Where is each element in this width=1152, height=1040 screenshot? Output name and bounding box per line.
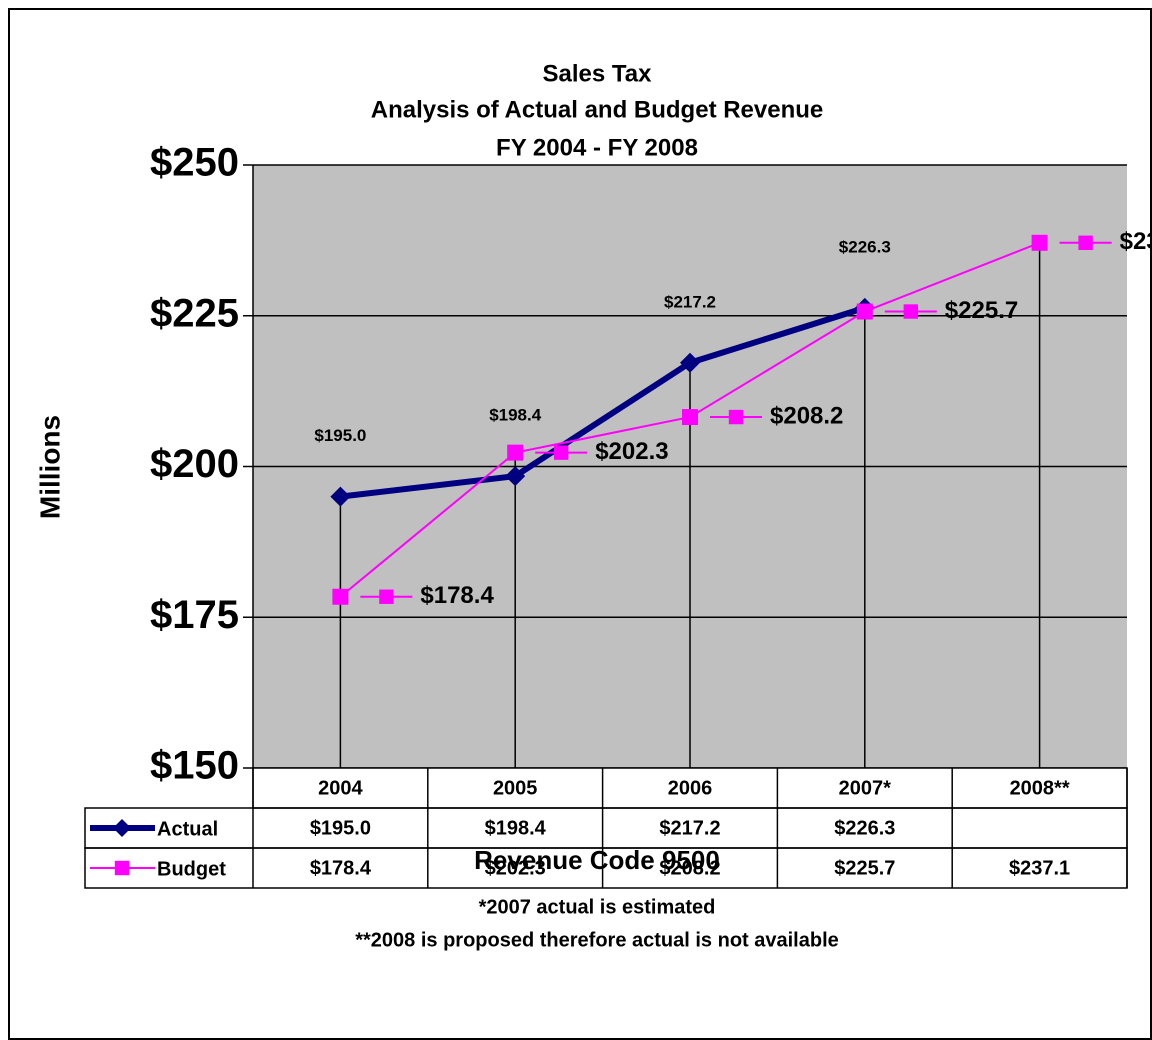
data-label: $202.3 <box>595 438 668 465</box>
x-tick-label: 2004 <box>318 777 363 799</box>
data-point <box>1031 234 1048 251</box>
x-tick-label: 2006 <box>668 777 713 799</box>
y-tick-label: $200 <box>150 442 239 486</box>
data-label: $208.2 <box>770 402 843 429</box>
table-cell: $226.3 <box>834 817 895 839</box>
label-key-marker <box>379 589 394 604</box>
y-tick-label: $250 <box>150 141 239 185</box>
table-cell: $208.2 <box>659 857 720 879</box>
footnote: **2008 is proposed therefore actual is n… <box>355 929 839 951</box>
label-key-marker <box>903 304 918 319</box>
table-cell: $178.4 <box>310 857 372 879</box>
legend-marker <box>113 819 131 837</box>
y-tick-label: $175 <box>150 593 239 637</box>
data-point <box>330 486 351 507</box>
data-point <box>680 352 700 373</box>
table-header <box>252 767 1128 809</box>
data-label: $237.1 <box>1120 228 1152 255</box>
data-point <box>856 303 873 320</box>
label-key-marker <box>554 445 569 460</box>
data-point <box>507 444 524 461</box>
chart-title: Sales Tax <box>543 60 653 87</box>
legend-label: Actual <box>157 818 218 840</box>
data-label: $195.0 <box>314 426 366 445</box>
table-cell: $202.3 <box>485 857 546 879</box>
label-key-marker <box>1078 235 1093 250</box>
y-tick-label: $150 <box>150 744 239 788</box>
table-cell: $237.1 <box>1009 857 1070 879</box>
legend-label: Budget <box>157 858 226 880</box>
x-tick-label: 2007* <box>839 777 891 799</box>
footnote: *2007 actual is estimated <box>479 896 716 918</box>
data-point <box>505 466 526 487</box>
table-cell: $195.0 <box>310 817 371 839</box>
table-row <box>84 847 1128 889</box>
data-label: $178.4 <box>420 582 494 609</box>
chart-title: FY 2004 - FY 2008 <box>496 134 698 161</box>
label-key-marker <box>728 409 744 425</box>
x-tick-label: 2008** <box>1010 777 1070 799</box>
table-cell: $198.4 <box>485 817 547 839</box>
table-cell: $217.2 <box>659 817 720 839</box>
chart-title: Analysis of Actual and Budget Revenue <box>371 96 824 123</box>
data-label: $226.3 <box>839 237 891 256</box>
data-point <box>682 409 698 426</box>
data-label: $217.2 <box>664 292 716 311</box>
x-axis-label: Revenue Code 9500 <box>474 845 720 875</box>
table-cell: $225.7 <box>834 857 895 879</box>
x-tick-label: 2005 <box>493 777 538 799</box>
data-label: $225.7 <box>945 297 1018 324</box>
series-line <box>340 305 866 500</box>
y-tick-label: $225 <box>150 291 239 335</box>
data-point <box>332 588 349 605</box>
y-axis-label: Millions <box>34 415 65 519</box>
data-label: $198.4 <box>489 406 542 425</box>
legend-marker <box>114 860 130 876</box>
